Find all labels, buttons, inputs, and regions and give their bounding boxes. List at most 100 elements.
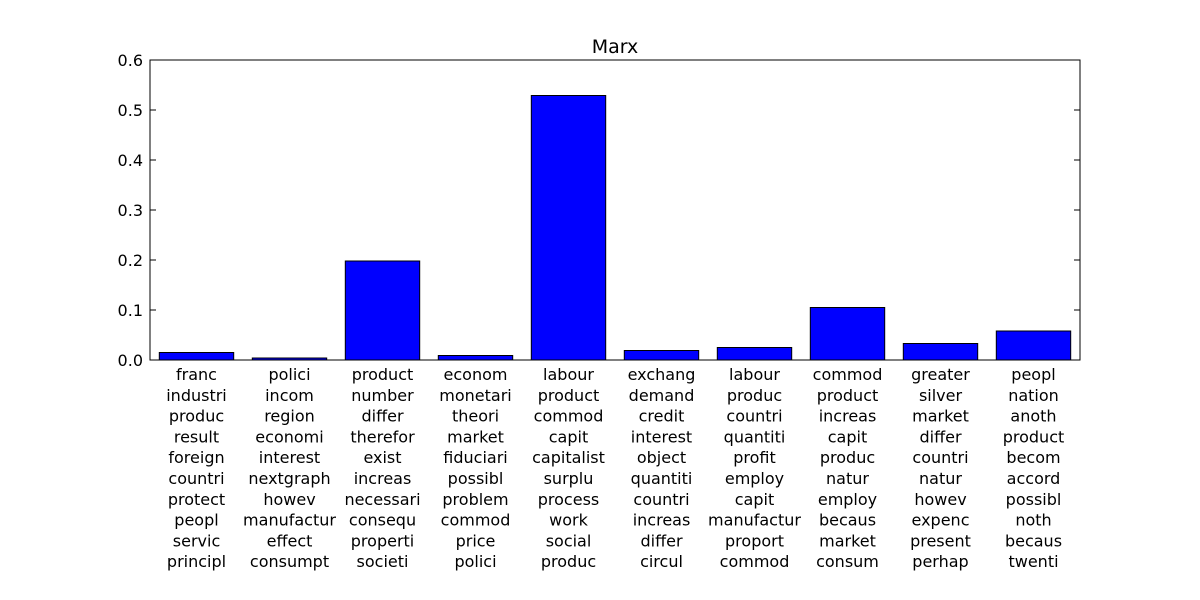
x-category-word: twenti [1008, 552, 1058, 571]
x-category-word: credit [639, 407, 685, 426]
x-category-word: fiduciari [443, 448, 507, 467]
x-category-word: demand [629, 386, 695, 405]
x-category-word: countri [726, 407, 782, 426]
x-category-word: increas [354, 469, 412, 488]
x-category-word: manufactur [243, 511, 336, 530]
bar-4 [437, 355, 514, 361]
x-category-word: price [456, 531, 496, 550]
x-category-word: circul [640, 552, 683, 571]
bar-8 [809, 307, 886, 361]
x-category-word: increas [819, 407, 877, 426]
x-category-word: object [637, 448, 686, 467]
x-category-word: expenc [912, 511, 970, 530]
x-category-word: product [352, 365, 414, 384]
x-category-word: exist [363, 448, 401, 467]
x-category-word: increas [633, 511, 691, 530]
x-category-word: econom [444, 365, 508, 384]
x-category-word: differ [361, 407, 403, 426]
x-category-word: commod [720, 552, 790, 571]
x-category-label-4: econom monetari theori market fiduciari possi… [439, 365, 511, 571]
bar-7 [716, 347, 793, 361]
x-category-word: employ [818, 490, 877, 509]
x-category-label-10: peopl nation anoth product becom accord possib… [1003, 365, 1065, 571]
x-category-word: theori [452, 407, 499, 426]
x-category-word: principl [167, 552, 226, 571]
x-category-word: natur [826, 469, 869, 488]
x-category-word: market [912, 407, 969, 426]
x-category-word: differ [919, 427, 961, 446]
x-category-word: produc [169, 407, 224, 426]
x-category-word: market [447, 427, 504, 446]
y-tick-label: 0.1 [118, 301, 143, 320]
x-category-label-9: greater silver market differ countri natur how… [910, 365, 971, 571]
plot-frame [149, 59, 1081, 361]
x-category-word: proport [725, 531, 784, 550]
x-category-word: industri [166, 386, 227, 405]
x-category-word: countri [633, 490, 689, 509]
x-category-word: produc [541, 552, 596, 571]
x-category-word: market [819, 531, 876, 550]
x-category-word: social [546, 531, 592, 550]
x-category-word: product [538, 386, 600, 405]
x-category-word: consumpt [250, 552, 329, 571]
x-category-word: countri [912, 448, 968, 467]
x-category-word: possibl [448, 469, 504, 488]
x-category-word: natur [919, 469, 962, 488]
y-tick-label: 0.5 [118, 101, 143, 120]
bar-5 [530, 95, 607, 361]
bars-group [158, 95, 1072, 361]
x-category-word: societi [357, 552, 409, 571]
x-category-word: becom [1006, 448, 1060, 467]
x-category-label-3: product number differ therefor exist increas n… [344, 365, 420, 571]
x-category-word: countri [168, 469, 224, 488]
y-axis: 0.0 0.1 0.2 0.3 0.4 0.5 0.6 [118, 51, 1080, 370]
bar-3 [344, 260, 421, 361]
x-category-word: nation [1008, 386, 1059, 405]
x-category-word: incom [265, 386, 314, 405]
x-category-label-5: labour product commod capit capitalist surplu… [532, 365, 605, 571]
x-category-word: product [1003, 427, 1065, 446]
x-category-word: produc [727, 386, 782, 405]
x-category-word: monetari [439, 386, 511, 405]
chart-title: Marx [592, 36, 639, 58]
x-category-word: commod [534, 407, 604, 426]
x-category-label-1: franc industri produc result foreign countri p… [166, 365, 227, 571]
x-category-word: problem [442, 490, 508, 509]
bar-9 [902, 343, 979, 361]
x-category-word: perhap [912, 552, 968, 571]
x-category-word: labour [543, 365, 594, 384]
x-category-word: properti [351, 531, 414, 550]
x-category-word: becaus [819, 511, 876, 530]
x-category-word: interest [259, 448, 320, 467]
x-category-word: region [264, 407, 315, 426]
x-category-word: howev [263, 490, 315, 509]
x-category-word: profit [733, 448, 776, 467]
x-category-word: necessari [344, 490, 420, 509]
x-category-word: protect [168, 490, 225, 509]
x-category-word: polici [454, 552, 496, 571]
x-category-word: polici [268, 365, 310, 384]
x-category-word: commod [441, 511, 511, 530]
x-category-word: becaus [1005, 531, 1062, 550]
x-axis-labels: franc industri produc result foreign countri p… [166, 365, 1064, 571]
x-category-word: possibl [1006, 490, 1062, 509]
x-category-word: process [538, 490, 599, 509]
y-tick-label: 0.2 [118, 251, 143, 270]
x-category-word: noth [1015, 511, 1051, 530]
y-tick-label: 0.3 [118, 201, 143, 220]
x-category-word: servic [173, 531, 220, 550]
x-category-word: differ [640, 531, 682, 550]
x-category-word: consum [816, 552, 879, 571]
x-category-word: produc [820, 448, 875, 467]
x-category-word: employ [725, 469, 784, 488]
x-category-word: howev [914, 490, 966, 509]
x-category-word: capit [735, 490, 774, 509]
x-category-word: peopl [1011, 365, 1055, 384]
y-tick-label: 0.6 [118, 51, 143, 70]
x-category-word: labour [729, 365, 780, 384]
y-tick-label: 0.4 [118, 151, 143, 170]
x-category-label-7: labour produc countri quantiti profit employ c… [708, 365, 801, 571]
x-category-word: effect [267, 531, 313, 550]
x-category-word: present [910, 531, 971, 550]
x-category-word: accord [1007, 469, 1061, 488]
